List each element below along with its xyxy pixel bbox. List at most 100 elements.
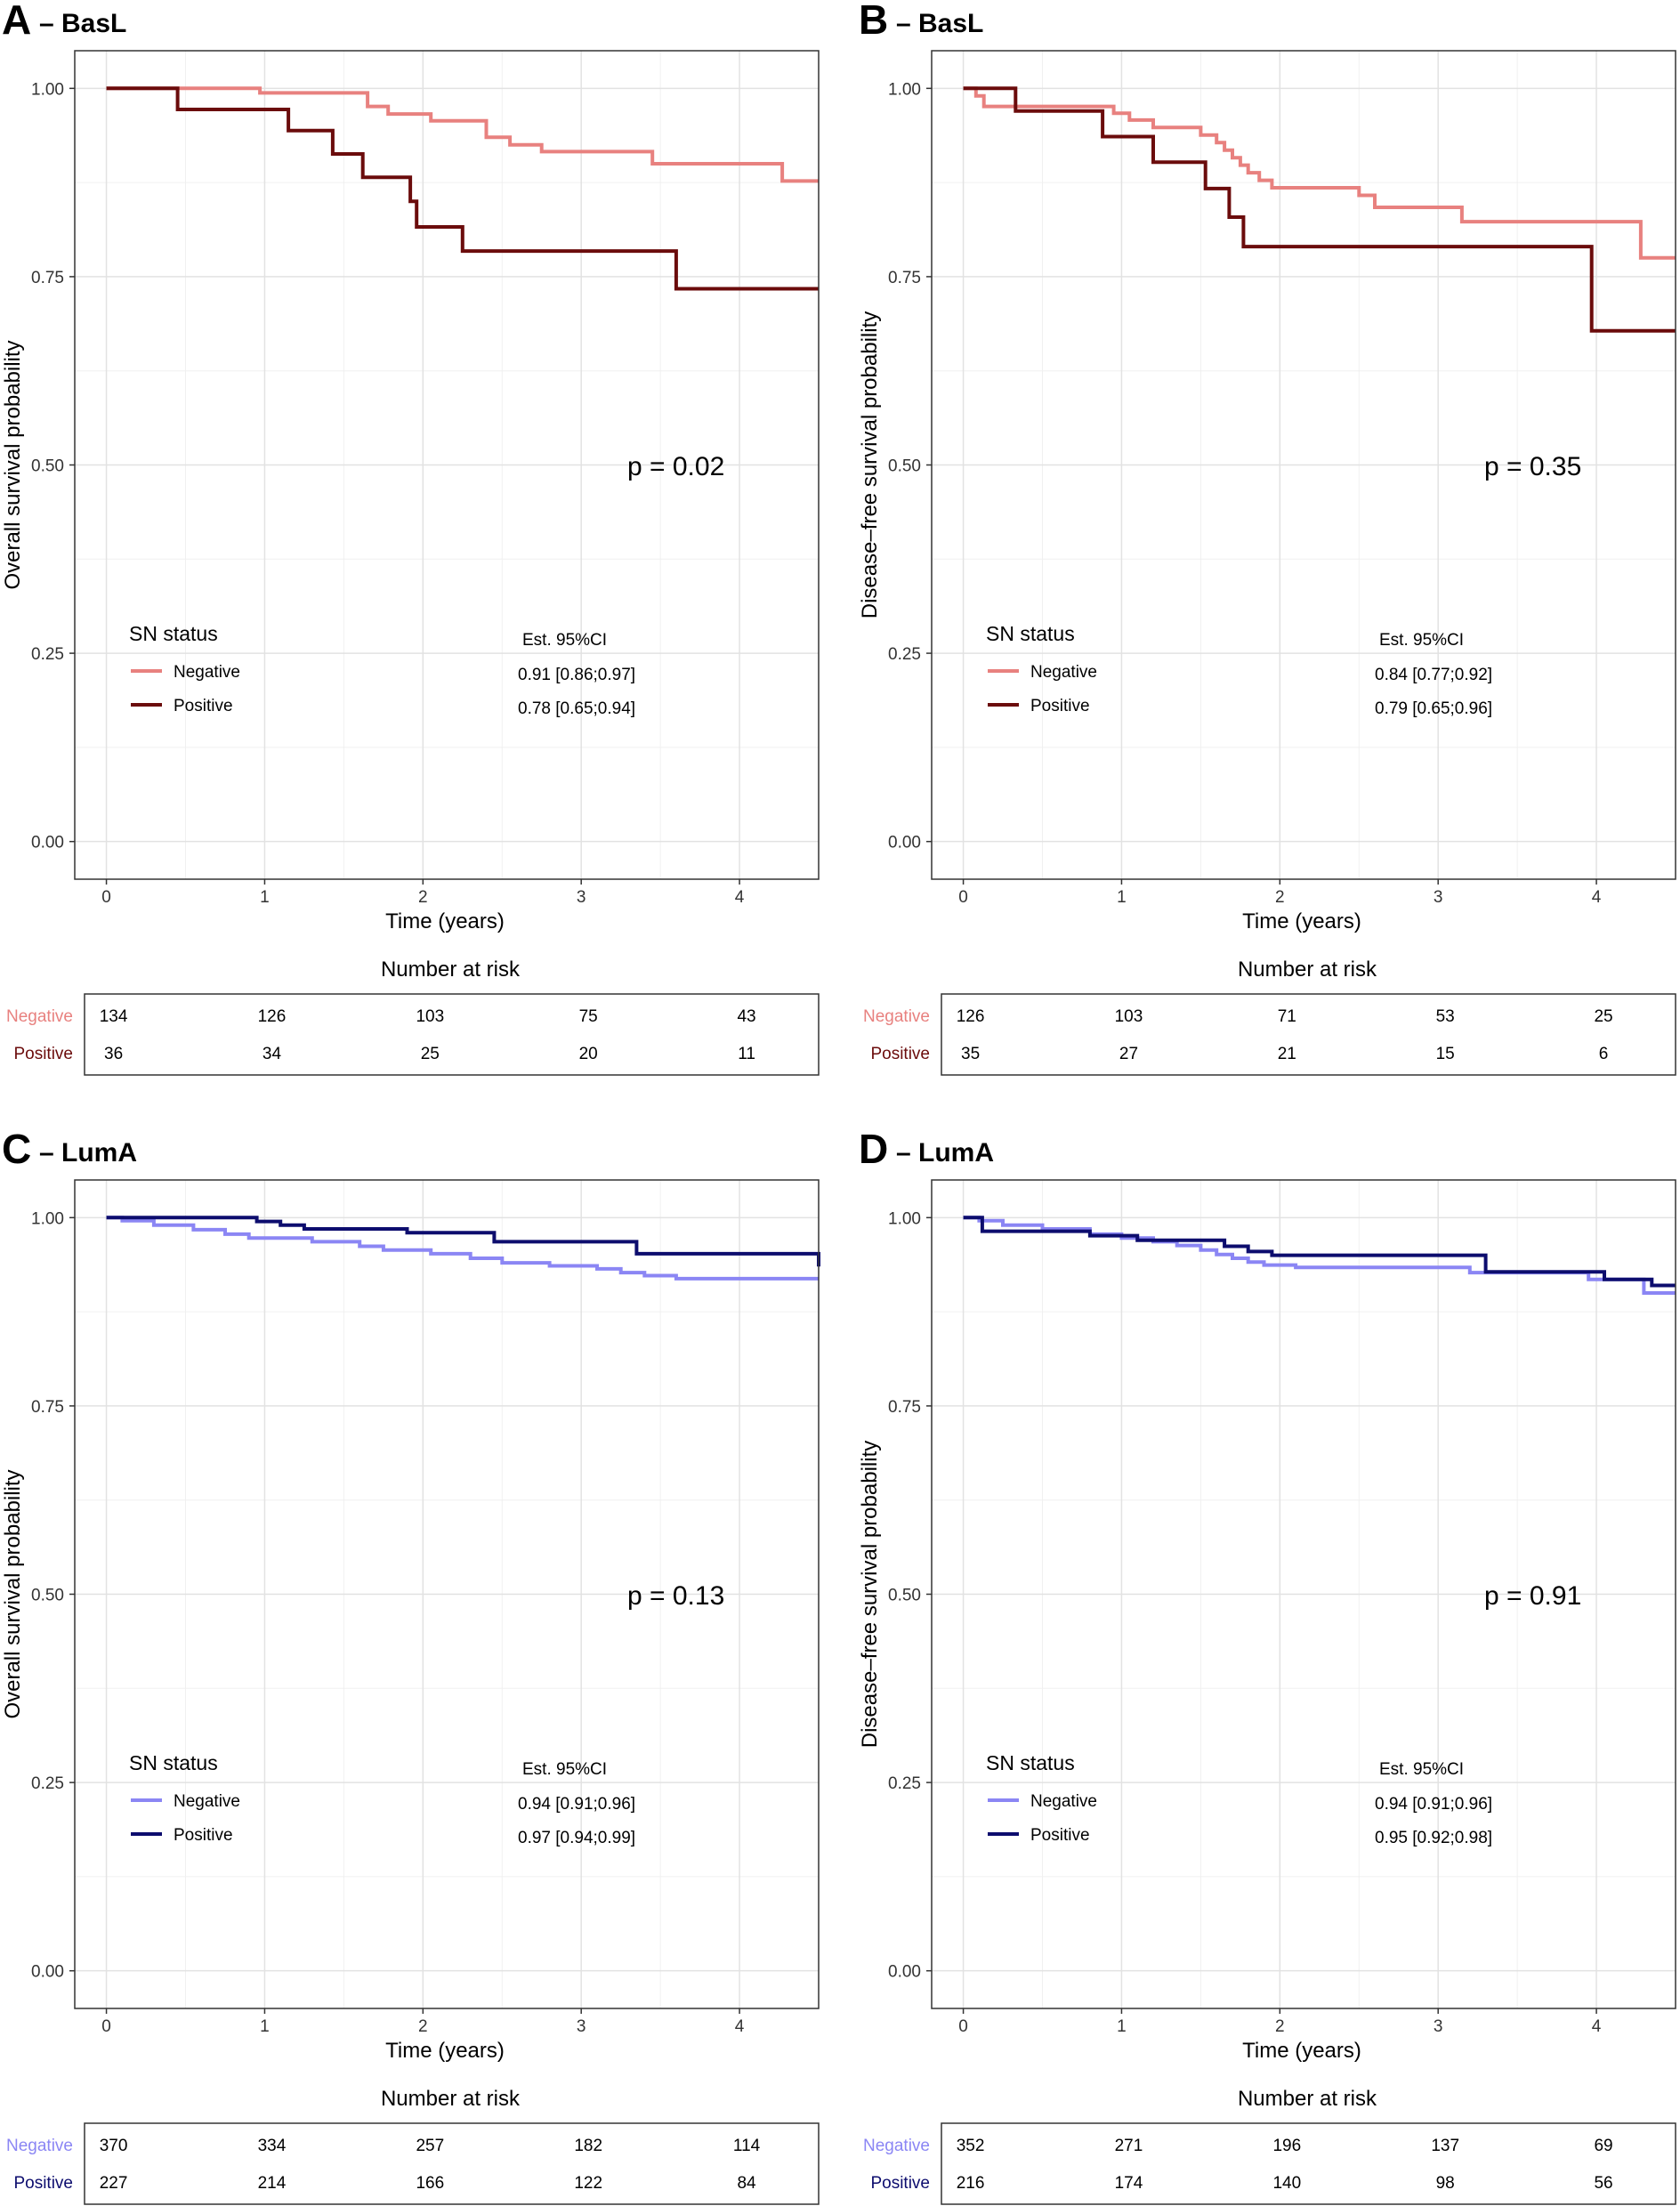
y-tick-label: 0.75	[31, 269, 64, 287]
p-value: p = 0.35	[1484, 452, 1581, 481]
risk-row-label-positive: Positive	[13, 2174, 73, 2193]
x-tick-label: 4	[1592, 2017, 1602, 2036]
risk-count: 69	[1594, 2137, 1612, 2155]
panel-b: B – BasL 0.00 0.25 0.50 0.75 1.00 0 1 2 3 4 Time (ye…	[858, 0, 1676, 1076]
risk-count: 11	[738, 1045, 755, 1063]
y-axis-label: Overall survival probability	[1, 1469, 25, 1718]
est-header: Est. 95%CI	[1379, 1760, 1464, 1779]
y-tick-label: 1.00	[31, 1209, 64, 1228]
risk-table-box	[84, 2122, 820, 2205]
risk-table: Number at risk Negative 126 103 71 53 25 Positi…	[863, 958, 1676, 1076]
x-tick-label: 1	[1117, 2017, 1127, 2036]
x-tick-label: 1	[1117, 888, 1127, 907]
risk-count: 140	[1272, 2174, 1301, 2193]
p-value: p = 0.91	[1484, 1581, 1581, 1611]
risk-row-label-positive: Positive	[870, 2174, 930, 2193]
curves	[106, 1216, 820, 1281]
risk-count: 196	[1272, 2137, 1301, 2155]
legend: SN status Est. 95%CI Negative 0.91 [0.86;0.…	[129, 622, 635, 718]
risk-count: 98	[1436, 2174, 1455, 2193]
risk-count: 35	[961, 1045, 980, 1063]
risk-count: 216	[957, 2174, 985, 2193]
x-tick-label: 2	[418, 2017, 428, 2036]
risk-count: 134	[100, 1007, 128, 1026]
estimate-negative: 0.94 [0.91;0.96]	[518, 1795, 635, 1814]
legend-title: SN status	[129, 1751, 218, 1774]
legend: SN status Est. 95%CI Negative 0.94 [0.91;0.…	[129, 1751, 635, 1847]
y-tick-label: 0.00	[31, 1963, 64, 1982]
y-tick-label: 1.00	[888, 1209, 921, 1228]
y-tick-label: 0.75	[31, 1398, 64, 1417]
curves	[963, 86, 1676, 333]
risk-count: 271	[1115, 2137, 1143, 2155]
p-value: p = 0.02	[627, 452, 724, 481]
legend-label-positive: Positive	[1030, 697, 1090, 715]
est-header: Est. 95%CI	[522, 1760, 607, 1779]
km-curve-positive	[106, 86, 819, 291]
risk-count: 182	[574, 2137, 602, 2155]
risk-count: 20	[579, 1045, 598, 1063]
risk-count: 174	[1115, 2174, 1143, 2193]
risk-count: 53	[1436, 1007, 1455, 1026]
estimate-positive: 0.78 [0.65;0.94]	[518, 699, 635, 718]
x-tick-label: 3	[1434, 888, 1443, 907]
legend-label-negative: Negative	[174, 1792, 240, 1811]
risk-table-title: Number at risk	[381, 958, 521, 982]
p-value: p = 0.13	[627, 1581, 724, 1611]
y-tick-label: 0.25	[888, 645, 921, 664]
y-tick-label: 1.00	[888, 80, 921, 99]
x-tick-label: 4	[735, 2017, 745, 2036]
x-axis-label: Time (years)	[1242, 909, 1361, 933]
legend-label-negative: Negative	[1030, 1792, 1097, 1811]
risk-row-label-positive: Positive	[870, 1045, 930, 1063]
risk-count: 75	[579, 1007, 598, 1026]
risk-table-title: Number at risk	[1238, 2087, 1377, 2111]
risk-count: 27	[1119, 1045, 1138, 1063]
risk-table-box	[84, 993, 820, 1076]
x-tick-label: 1	[260, 2017, 270, 2036]
risk-count: 122	[574, 2174, 602, 2193]
risk-count: 137	[1431, 2137, 1459, 2155]
x-tick-label: 0	[101, 2017, 111, 2036]
panel-letter: B	[859, 0, 888, 43]
risk-table-title: Number at risk	[381, 2087, 521, 2111]
x-tick-label: 0	[101, 888, 111, 907]
risk-count: 34	[262, 1045, 282, 1063]
risk-table: Number at risk Negative 370 334 257 182 114 Pos…	[6, 2087, 820, 2205]
legend-title: SN status	[129, 622, 218, 645]
y-tick-label: 0.25	[888, 1774, 921, 1793]
risk-table-box	[941, 2122, 1676, 2205]
panel-letter: D	[859, 1126, 888, 1172]
x-tick-label: 3	[1434, 2017, 1443, 2036]
risk-count: 25	[1594, 1007, 1612, 1026]
panel-subtitle: – BasL	[39, 9, 126, 38]
risk-table-title: Number at risk	[1238, 958, 1377, 982]
risk-row-label-negative: Negative	[863, 1007, 930, 1026]
estimate-positive: 0.95 [0.92;0.98]	[1375, 1829, 1492, 1847]
grid	[75, 51, 820, 879]
legend-title: SN status	[986, 622, 1075, 645]
x-tick-label: 2	[1275, 888, 1285, 907]
risk-count: 21	[1278, 1045, 1296, 1063]
legend: SN status Est. 95%CI Negative 0.94 [0.91;0.…	[986, 1751, 1492, 1847]
km-curve-negative	[963, 86, 1676, 260]
x-tick-label: 3	[577, 888, 586, 907]
y-tick-label: 0.75	[888, 1398, 921, 1417]
risk-table-box	[941, 993, 1676, 1076]
risk-count: 257	[416, 2137, 444, 2155]
panel-letter: C	[2, 1126, 31, 1172]
x-axis-label: Time (years)	[385, 2039, 505, 2063]
km-curve-positive	[106, 1216, 820, 1267]
risk-count: 84	[737, 2174, 756, 2193]
y-tick-label: 0.75	[888, 269, 921, 287]
legend-label-negative: Negative	[174, 663, 240, 682]
risk-count: 56	[1594, 2174, 1612, 2193]
risk-row-label-negative: Negative	[6, 2137, 73, 2155]
x-tick-label: 2	[418, 888, 428, 907]
risk-count: 25	[421, 1045, 440, 1063]
x-tick-label: 0	[958, 888, 968, 907]
panel-letter: A	[2, 0, 31, 43]
x-tick-label: 2	[1275, 2017, 1285, 2036]
y-tick-label: 0.25	[31, 1774, 64, 1793]
